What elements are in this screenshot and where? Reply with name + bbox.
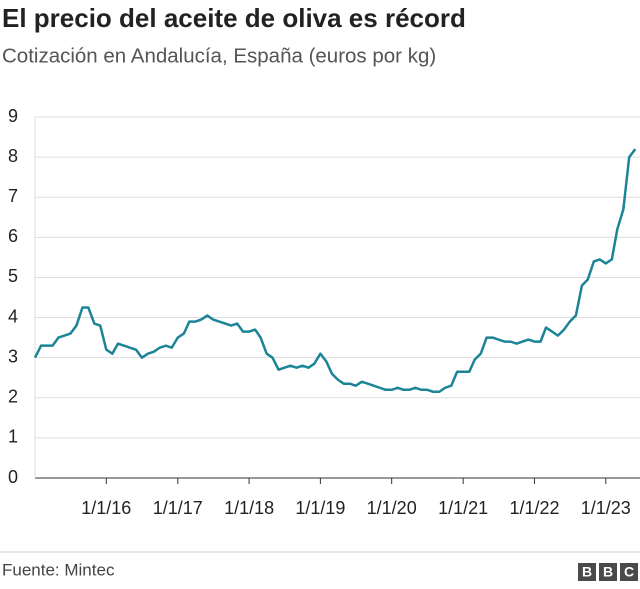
logo-block — [620, 563, 638, 581]
data-line — [33, 148, 637, 394]
logo-block — [578, 563, 596, 581]
y-tick-label: 7 — [8, 186, 18, 206]
x-tick-label: 1/1/18 — [224, 498, 274, 518]
x-tick-label: 1/1/17 — [153, 498, 203, 518]
y-tick-label: 4 — [8, 306, 18, 326]
y-tick-label: 6 — [8, 226, 18, 246]
y-tick-label: 8 — [8, 146, 18, 166]
x-tick-label: 1/1/16 — [81, 498, 131, 518]
chart-subtitle: Cotización en Andalucía, España (euros p… — [2, 44, 436, 67]
x-tick-label: 1/1/19 — [295, 498, 345, 518]
y-tick-label: 1 — [8, 427, 18, 447]
y-tick-label: 5 — [8, 266, 18, 286]
y-tick-label: 2 — [8, 387, 18, 407]
y-tick-label: 0 — [8, 467, 18, 487]
logo: B B C — [578, 563, 638, 581]
y-tick-label: 3 — [8, 346, 18, 366]
logo-letter: B — [603, 564, 613, 580]
x-tick-label: 1/1/23 — [581, 498, 631, 518]
logo-letter: B — [582, 564, 592, 580]
logo-letter: C — [624, 564, 634, 580]
x-tick-label: 1/1/21 — [438, 498, 488, 518]
x-tick-label: 1/1/20 — [367, 498, 417, 518]
chart-title: El precio del aceite de oliva es récord — [2, 3, 466, 33]
logo-block — [599, 563, 617, 581]
x-tick-label: 1/1/22 — [509, 498, 559, 518]
y-tick-label: 9 — [8, 106, 18, 126]
source: Fuente: Mintec — [2, 560, 115, 579]
